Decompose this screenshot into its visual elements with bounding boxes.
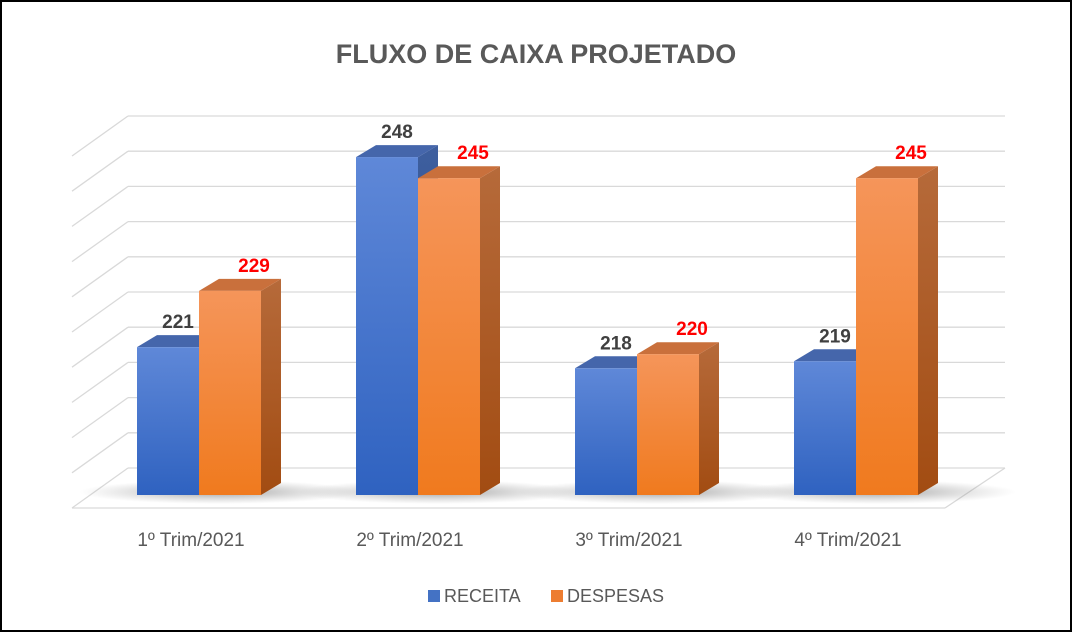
legend-swatch <box>551 590 563 602</box>
data-label: 220 <box>676 319 708 340</box>
bar-top <box>637 342 719 355</box>
bar-top <box>856 166 938 179</box>
legend-swatch <box>428 590 440 602</box>
bar-side <box>261 278 281 495</box>
data-label: 229 <box>238 256 270 277</box>
bar <box>137 347 199 495</box>
bar <box>637 354 699 495</box>
x-tick-label: 4º Trim/2021 <box>794 530 901 551</box>
bar-top <box>794 349 876 362</box>
x-tick-label: 2º Trim/2021 <box>356 530 463 551</box>
bar-top <box>199 278 281 291</box>
data-label: 245 <box>895 143 927 164</box>
x-tick-label: 3º Trim/2021 <box>575 530 682 551</box>
bar-side <box>480 166 500 495</box>
bar <box>356 157 418 495</box>
grid-line-side <box>71 397 129 439</box>
bar <box>856 178 918 495</box>
grid-line-side <box>71 432 129 474</box>
bar-top <box>575 356 657 369</box>
grid-line-side <box>71 256 129 298</box>
grid-line-side <box>71 115 129 157</box>
data-label: 245 <box>457 143 489 164</box>
grid-line-side <box>71 150 129 192</box>
data-label: 218 <box>600 333 632 354</box>
data-label: 221 <box>162 312 194 333</box>
bar <box>199 290 261 495</box>
x-tick-label: 1º Trim/2021 <box>137 530 244 551</box>
grid-line-side <box>71 326 129 368</box>
grid-line-side <box>71 361 129 403</box>
bar-side <box>918 166 938 495</box>
chart-title: FLUXO DE CAIXA PROJETADO <box>336 39 737 69</box>
legend-label: RECEITA <box>444 586 521 606</box>
bar-top <box>137 335 219 348</box>
bar-top <box>418 166 500 179</box>
grid-line-side <box>71 185 129 227</box>
data-label: 219 <box>819 326 851 347</box>
data-label: 248 <box>381 122 413 143</box>
bar-side <box>699 342 719 495</box>
bar <box>575 368 637 495</box>
legend-label: DESPESAS <box>567 586 664 606</box>
bar <box>794 361 856 495</box>
grid-line-side <box>71 221 129 263</box>
bar-top <box>356 145 438 158</box>
bar <box>418 178 480 495</box>
grid-line-side <box>71 291 129 333</box>
